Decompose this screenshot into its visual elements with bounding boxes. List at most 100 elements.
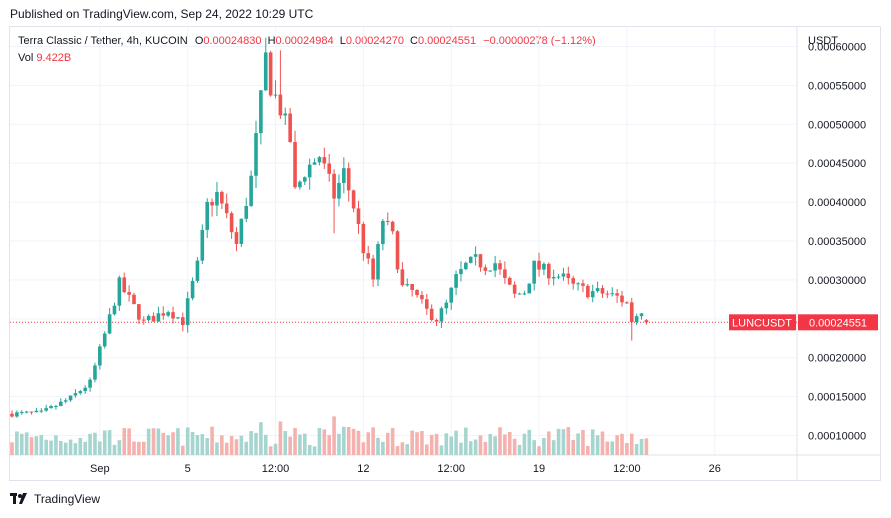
volume-bar [590, 429, 595, 455]
volume-bar [283, 431, 288, 455]
candle-body [459, 269, 463, 275]
candle-body [98, 346, 102, 366]
candle-body [351, 190, 356, 209]
volume-bar [483, 441, 488, 455]
volume-bar [625, 443, 629, 455]
y-tick-label: 0.00045000 [808, 158, 866, 170]
candle-body [224, 203, 229, 214]
volume-bar [537, 446, 541, 455]
volume-bar [629, 433, 634, 455]
candle-body [288, 113, 292, 142]
volume-bar [488, 433, 493, 455]
candle-body [517, 293, 522, 295]
volume-bar [381, 441, 385, 455]
chart-frame [9, 26, 881, 481]
volume-bar [327, 435, 331, 455]
candle-body [151, 315, 156, 322]
candle-body [439, 308, 444, 322]
candle-body [93, 365, 97, 380]
candle-body [176, 317, 180, 319]
low-label: L [339, 35, 346, 47]
volume-bar [332, 416, 336, 455]
candle-body [454, 274, 458, 288]
volume-bar [39, 434, 44, 455]
high-label: H [267, 35, 276, 47]
candle-body [117, 277, 122, 306]
volume-bar [122, 428, 127, 455]
candle-body [185, 298, 190, 326]
candle-body [556, 276, 561, 278]
candle-body [346, 168, 351, 191]
volume-bar [151, 428, 156, 455]
candle-body [429, 308, 434, 320]
candle-body [210, 201, 214, 206]
candle-body [366, 253, 371, 259]
volume-bar [268, 446, 273, 455]
candle-body [415, 290, 419, 296]
candle-body [317, 157, 322, 163]
y-tick-label: 0.00020000 [808, 353, 866, 365]
volume-bar [312, 446, 317, 455]
volume-bar [263, 434, 268, 455]
volume-bar [303, 433, 307, 455]
volume-bar [93, 432, 97, 455]
candle-body [307, 164, 312, 178]
volume-bar [620, 433, 624, 455]
volume-bar [54, 435, 58, 455]
candle-body [468, 256, 473, 263]
tradingview-logo-icon [10, 493, 27, 504]
volume-bar [522, 433, 527, 455]
volume-bar [200, 434, 205, 455]
low-value: 0.00024270 [345, 35, 404, 47]
candle-body [356, 208, 361, 225]
volume-bar [600, 431, 605, 455]
candle-body [542, 263, 546, 270]
volume-bar [190, 431, 195, 455]
candle-body [605, 293, 610, 295]
volume-bar [547, 431, 551, 455]
candle-body [327, 163, 331, 174]
volume-bar [503, 434, 507, 455]
volume-bar [171, 432, 175, 455]
x-tick-label: Sep [90, 463, 110, 475]
candle-body [107, 314, 112, 334]
volume-bar [576, 433, 580, 455]
volume-bar [376, 437, 380, 455]
volume-bar [429, 434, 434, 455]
volume-bar [527, 429, 532, 455]
x-tick-label: 12:00 [437, 463, 465, 475]
candle-body [244, 205, 249, 219]
volume-bar [210, 426, 214, 455]
candle-body [473, 254, 478, 257]
volume-bar [317, 428, 322, 455]
volume-legend: Vol 9.422B [18, 52, 71, 64]
volume-bar [605, 441, 610, 455]
candle-body [551, 277, 556, 279]
candle-body [239, 218, 244, 244]
volume-label: Vol [18, 52, 34, 64]
candle-body [400, 269, 405, 286]
open-label: O [194, 35, 204, 47]
candle-body [522, 293, 527, 295]
x-tick-label: 26 [709, 463, 721, 475]
symbol-title[interactable]: Terra Classic / Tether, 4h, KUCOIN [18, 35, 188, 47]
volume-bar [63, 442, 68, 455]
candle-body [127, 292, 131, 295]
volume-bar [371, 427, 375, 455]
candle-body [54, 406, 58, 408]
published-caption: Published on TradingView.com, Sep 24, 20… [10, 7, 314, 21]
candle-body [254, 133, 258, 176]
x-tick-label: 19 [533, 463, 545, 475]
volume-bar [454, 430, 458, 455]
candle-body [229, 213, 234, 233]
candle-body [161, 313, 166, 316]
volume-bar [146, 428, 151, 455]
last-price-tag-bg [798, 314, 878, 331]
volume-bar [400, 442, 405, 455]
volume-bar [156, 428, 161, 455]
volume-bar [68, 439, 73, 455]
volume-bar [322, 429, 327, 455]
volume-bar [346, 427, 351, 455]
volume-bar [278, 421, 283, 455]
